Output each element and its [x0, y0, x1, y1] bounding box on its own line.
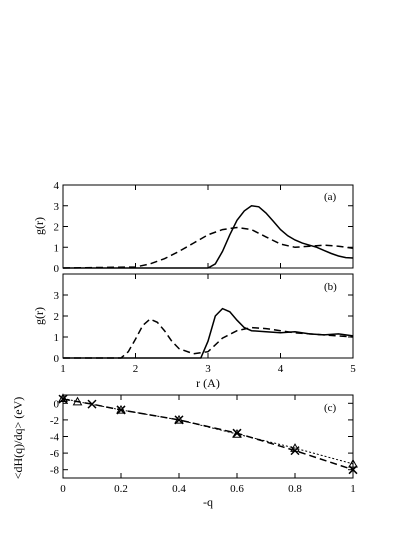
series-line-c-1	[62, 397, 354, 465]
series-line-b-0	[63, 307, 354, 359]
panel-tag-a: (a)	[324, 191, 337, 203]
point-cross-c-2	[116, 405, 126, 415]
x-axis-label-b: r (A)	[196, 376, 220, 390]
point-cross-c-4	[232, 428, 242, 438]
y-tick-label-b-1: 1	[54, 332, 60, 344]
y-axis-label-a: g(r)	[32, 217, 46, 235]
panel-c: 0 0.2 0.4 0.6 0.8 10-2-4-6-8 <dH(q)/dq> (eV) …	[11, 393, 358, 509]
x-tick-label-c-5: 1	[350, 483, 356, 495]
point-triangle-c-0	[58, 393, 68, 403]
point-triangle-c-6	[348, 458, 358, 468]
ticks-c: 0 0.2 0.4 0.6 0.8 1 0 -2 -4 -6 -8	[50, 395, 356, 495]
point-triangle-c-1	[72, 396, 83, 406]
x-tick-label-b-1: 2	[133, 363, 139, 375]
y-tick-label-b-3: 3	[54, 290, 60, 302]
y-axis-label-c: <dH(q)/dq> (eV)	[11, 397, 25, 480]
y-tick-label-a-1: 1	[54, 242, 60, 254]
series-line-a-1	[62, 226, 354, 269]
x-axis-label-c: -q	[203, 495, 213, 509]
x-tick-label-b-2: 3	[205, 363, 211, 375]
y-tick-label-c-3: -6	[50, 448, 60, 460]
point-cross-c-3	[174, 415, 184, 425]
x-tick-label-c-3: 0.6	[230, 483, 244, 495]
series-line-b-1	[63, 318, 354, 359]
point-triangle-c-4	[232, 428, 242, 438]
x-tick-label-c-0: 0	[60, 483, 66, 495]
y-tick-label-c-0: 0	[54, 398, 60, 410]
series-a	[62, 205, 354, 269]
series-c	[58, 393, 358, 475]
x-tick-label-c-1: 0.2	[114, 483, 128, 495]
x-tick-label-c-2: 0.4	[172, 483, 186, 495]
y-tick-label-a-4: 4	[54, 180, 60, 192]
ticks-a: 0 1 2 3 4	[54, 180, 354, 275]
x-tick-label-b-4: 5	[350, 363, 356, 375]
y-tick-label-b-0: 0	[54, 353, 60, 365]
x-tick-label-c-4: 0.8	[288, 483, 302, 495]
plot-frame-b	[62, 273, 354, 359]
y-tick-label-c-4: -8	[50, 465, 60, 477]
y-tick-label-a-0: 0	[54, 263, 60, 275]
series-line-a-0	[63, 205, 354, 269]
y-tick-label-a-3: 3	[54, 201, 60, 213]
y-tick-label-a-2: 2	[54, 222, 60, 234]
x-tick-label-b-3: 4	[278, 363, 284, 375]
point-triangle-c-5	[290, 443, 300, 452]
plot-frame-a	[62, 184, 354, 269]
x-tick-label-b-0: 1	[60, 363, 66, 375]
panel-tag-b: (b)	[324, 281, 337, 293]
point-triangle-c-3	[174, 414, 184, 424]
point-triangle-c-2	[116, 404, 126, 414]
y-tick-label-c-2: -4	[50, 432, 60, 444]
series-line-c-0	[62, 398, 354, 471]
y-tick-label-b-2: 2	[54, 311, 60, 323]
y-axis-label-b: g(r)	[32, 307, 46, 325]
panel-a: 0 1 2 3 4 g(r) (a)	[32, 180, 354, 275]
panel-tag-c: (c)	[324, 402, 337, 414]
series-b	[63, 307, 354, 359]
y-tick-label-c-1: -2	[50, 415, 59, 427]
